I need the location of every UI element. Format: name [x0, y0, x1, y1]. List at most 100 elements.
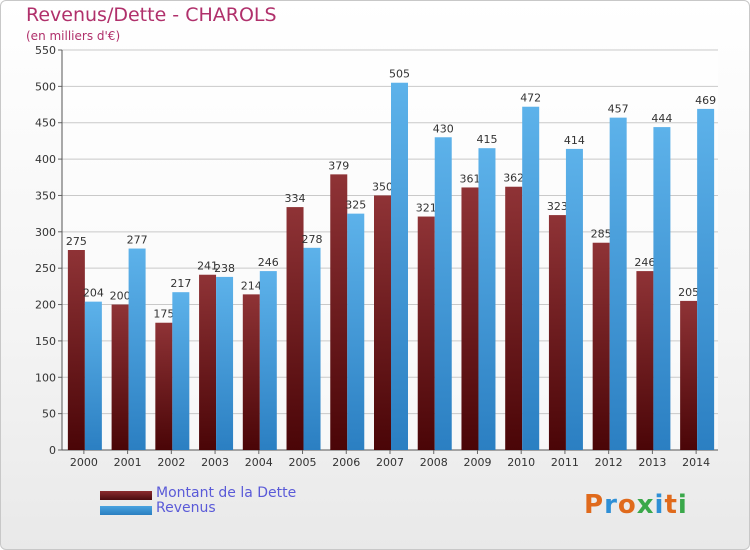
bar-revenus: [84, 301, 102, 450]
proxiti-logo: Proxiti: [584, 490, 688, 520]
logo-letter: i: [654, 490, 665, 520]
x-tick-label: 2009: [463, 456, 491, 469]
bar-dette: [242, 294, 260, 450]
data-label: 246: [634, 256, 655, 269]
x-tick-label: 2008: [420, 456, 448, 469]
x-tick-label: 2000: [70, 456, 98, 469]
logo-letter: x: [636, 490, 655, 520]
x-tick-label: 2003: [201, 456, 229, 469]
y-tick-label: 50: [42, 408, 56, 421]
bar-dette: [636, 271, 654, 450]
x-tick-label: 2004: [245, 456, 273, 469]
chart-title: Revenus/Dette - CHAROLS: [26, 4, 277, 26]
legend-label-revenus: Revenus: [156, 500, 216, 516]
bar-revenus: [259, 271, 277, 450]
y-tick-label: 250: [35, 262, 56, 275]
y-tick-label: 350: [35, 189, 56, 202]
bar-dette: [461, 187, 479, 451]
x-tick-label: 2010: [507, 456, 535, 469]
data-label: 205: [678, 286, 699, 299]
bar-revenus: [609, 117, 627, 451]
logo-letter: t: [664, 490, 678, 520]
bar-revenus: [303, 247, 321, 450]
data-label: 241: [197, 260, 218, 273]
data-label: 334: [285, 192, 306, 205]
x-tick-label: 2013: [638, 456, 666, 469]
x-tick-label: 2006: [332, 456, 360, 469]
data-label: 415: [476, 133, 497, 146]
data-label: 414: [564, 134, 585, 147]
bar-dette: [111, 304, 129, 450]
logo-letter: i: [677, 490, 688, 520]
data-label: 325: [345, 199, 366, 212]
legend-swatch-revenus: [100, 506, 152, 515]
x-tick-label: 2011: [551, 456, 579, 469]
data-label: 505: [389, 68, 410, 81]
data-label: 323: [547, 200, 568, 213]
data-label: 246: [258, 256, 279, 269]
x-tick-label: 2001: [114, 456, 142, 469]
bar-revenus: [434, 137, 452, 451]
bar-dette: [592, 242, 610, 450]
data-label: 285: [591, 228, 612, 241]
data-label: 362: [503, 172, 524, 185]
data-label: 472: [520, 92, 541, 105]
bar-revenus: [172, 292, 190, 450]
data-label: 200: [110, 290, 131, 303]
bar-dette: [505, 186, 523, 450]
y-tick-label: 100: [35, 371, 56, 384]
data-label: 278: [302, 233, 323, 246]
x-tick-label: 2014: [682, 456, 710, 469]
data-label: 457: [608, 103, 629, 116]
logo-letter: o: [617, 490, 637, 520]
bar-revenus: [216, 276, 234, 450]
data-label: 321: [416, 202, 437, 215]
logo-letter: r: [604, 490, 618, 520]
y-tick-label: 550: [35, 44, 56, 57]
data-label: 430: [433, 122, 454, 135]
y-tick-label: 150: [35, 335, 56, 348]
y-tick-label: 300: [35, 226, 56, 239]
y-tick-label: 400: [35, 153, 56, 166]
bar-dette: [374, 195, 391, 450]
data-label: 277: [127, 234, 148, 247]
logo-letter: P: [584, 490, 605, 520]
bar-dette: [155, 322, 173, 450]
bar-revenus: [391, 82, 408, 451]
data-label: 204: [83, 287, 104, 300]
data-label: 379: [328, 159, 349, 172]
y-tick-label: 200: [35, 299, 56, 312]
bar-dette: [199, 274, 217, 450]
bar-dette: [67, 250, 85, 450]
data-label: 469: [695, 94, 716, 107]
x-tick-label: 2002: [157, 456, 185, 469]
legend-swatch-dette: [100, 491, 152, 500]
bar-revenus: [565, 148, 583, 450]
data-label: 444: [651, 112, 672, 125]
x-tick-label: 2007: [376, 456, 404, 469]
bar-revenus: [697, 108, 715, 450]
bar-revenus: [478, 148, 496, 450]
x-tick-label: 2005: [289, 456, 317, 469]
legend-label-dette: Montant de la Dette: [156, 485, 297, 501]
bar-dette: [286, 207, 304, 450]
y-tick-label: 0: [49, 444, 56, 457]
bar-dette: [330, 174, 348, 450]
bar-revenus: [347, 213, 365, 450]
data-label: 350: [372, 180, 393, 193]
bar-revenus: [653, 127, 671, 450]
data-label: 275: [66, 235, 87, 248]
data-label: 175: [153, 308, 174, 321]
bar-revenus: [128, 248, 146, 450]
data-label: 217: [170, 277, 191, 290]
x-tick-label: 2012: [595, 456, 623, 469]
data-label: 238: [214, 262, 235, 275]
bar-dette: [548, 215, 566, 450]
bar-dette: [417, 216, 435, 450]
bar-dette: [680, 300, 698, 450]
chart-subtitle: (en milliers d'€): [26, 29, 121, 43]
data-label: 361: [459, 172, 480, 185]
y-tick-label: 450: [35, 117, 56, 130]
bar-revenus: [522, 106, 540, 451]
